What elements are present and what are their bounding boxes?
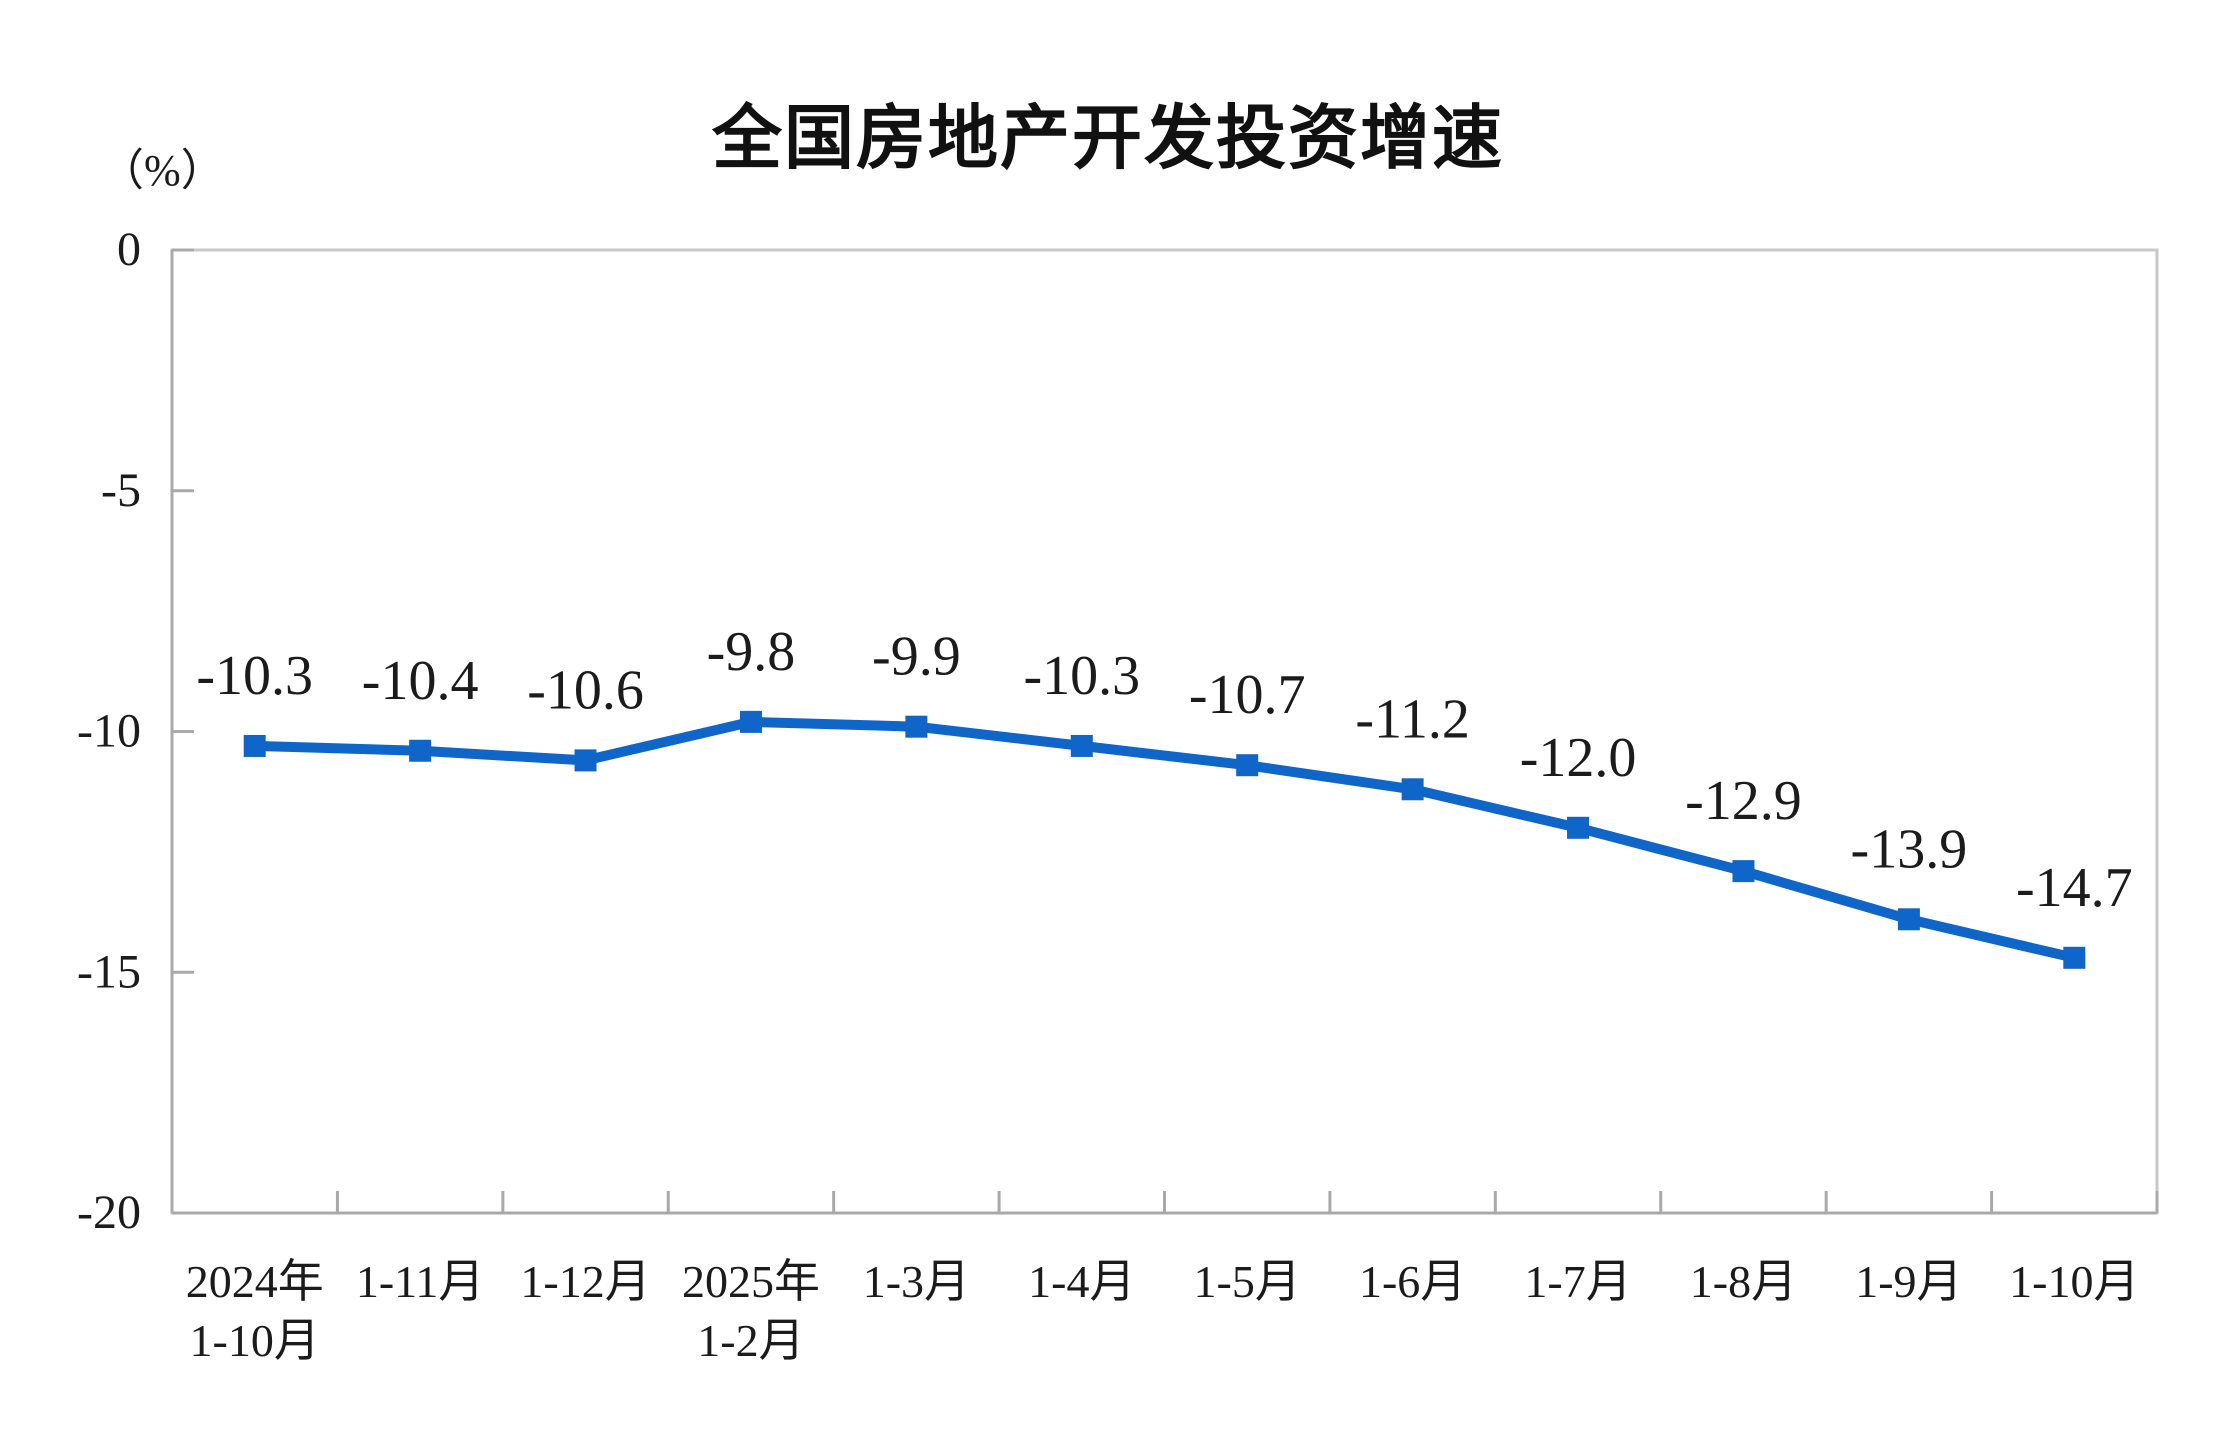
x-tick-label: 1-4月 xyxy=(1028,1256,1135,1307)
x-tick-label: 2024年 xyxy=(186,1256,324,1307)
data-label: -10.3 xyxy=(196,645,313,707)
x-tick-label: 1-12月 xyxy=(520,1256,650,1307)
y-tick-label: -20 xyxy=(77,1186,141,1239)
data-point-marker xyxy=(905,715,928,738)
data-label: -13.9 xyxy=(1851,818,1968,880)
data-label: -9.9 xyxy=(872,626,961,688)
y-tick-label: 0 xyxy=(117,223,141,276)
data-label: -12.9 xyxy=(1685,770,1802,832)
data-point-marker xyxy=(574,749,597,772)
data-label: -10.4 xyxy=(362,650,479,712)
data-point-marker xyxy=(1236,754,1259,777)
data-point-marker xyxy=(1401,778,1424,801)
data-point-marker xyxy=(2063,946,2086,969)
data-point-marker xyxy=(409,739,432,762)
x-tick-label: 1-8月 xyxy=(1690,1256,1797,1307)
data-label: -12.0 xyxy=(1520,727,1637,789)
data-label: -10.7 xyxy=(1189,664,1306,726)
data-label: -10.6 xyxy=(527,659,644,721)
y-tick-label: -5 xyxy=(101,464,141,517)
data-label: -9.8 xyxy=(707,621,796,683)
x-tick-label: 1-6月 xyxy=(1359,1256,1466,1307)
x-tick-label: 1-10月 xyxy=(2009,1256,2139,1307)
chart-title: 全国房地产开发投资增速 xyxy=(712,99,1504,177)
plot-border xyxy=(170,248,2159,1215)
data-point-marker xyxy=(1897,908,1920,931)
x-tick-label: 1-10月 xyxy=(190,1315,320,1366)
data-label: -10.3 xyxy=(1023,645,1140,707)
x-tick-label: 1-7月 xyxy=(1524,1256,1631,1307)
data-point-marker xyxy=(739,710,762,733)
data-line xyxy=(254,716,2076,963)
y-tick-label: -10 xyxy=(77,705,141,758)
x-tick-label: 1-5月 xyxy=(1194,1256,1301,1307)
data-point-marker xyxy=(243,734,266,757)
data-point-marker xyxy=(1567,816,1590,839)
x-tick-label: 1-2月 xyxy=(697,1315,804,1366)
data-label: -14.7 xyxy=(2016,857,2133,919)
data-point-marker xyxy=(1732,860,1755,883)
x-tick-label: 2025年 xyxy=(682,1256,820,1307)
y-axis-unit-label: （%） xyxy=(100,146,225,195)
y-tick-label: -15 xyxy=(77,945,141,998)
data-label: -11.2 xyxy=(1355,688,1470,750)
x-tick-label: 1-11月 xyxy=(356,1256,485,1307)
data-point-marker xyxy=(1070,734,1093,757)
x-tick-label: 1-3月 xyxy=(863,1256,970,1307)
x-tick-label: 1-9月 xyxy=(1855,1256,1962,1307)
